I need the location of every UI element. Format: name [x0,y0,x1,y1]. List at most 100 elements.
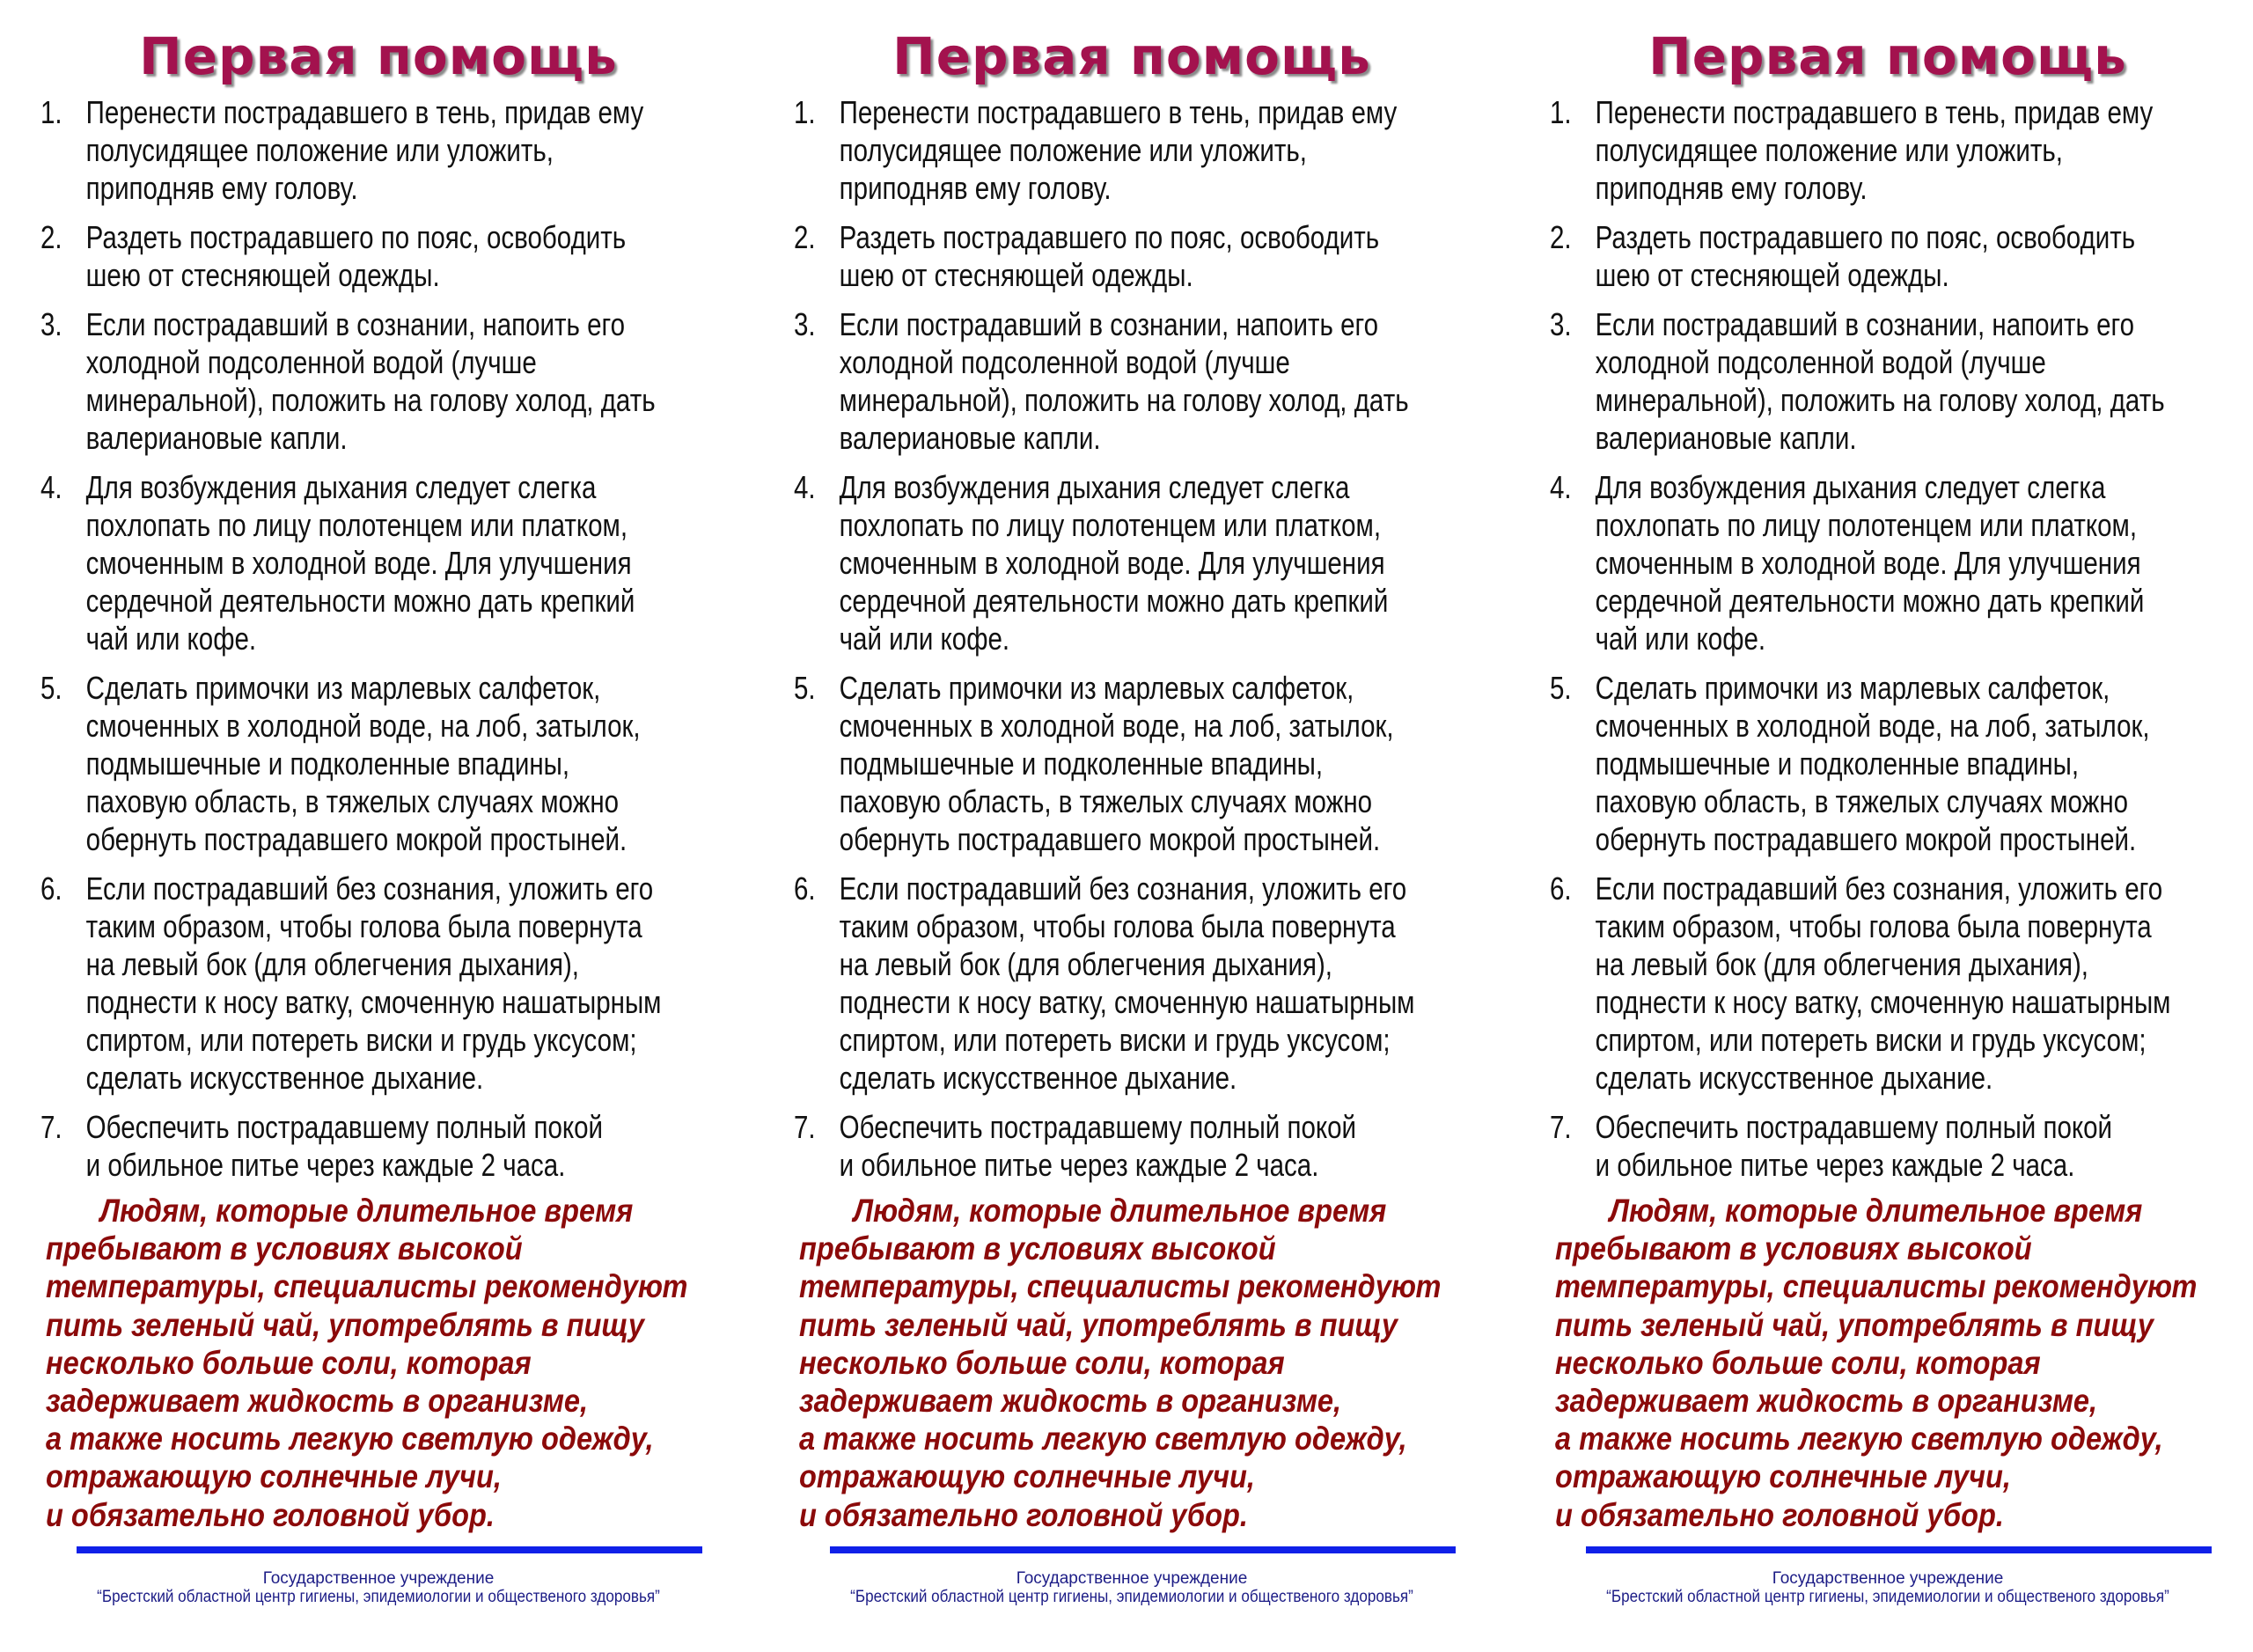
note-line: несколько больше соли, которая [1555,1344,2041,1381]
item-text-line: смоченным в холодной воде. Для улучшения [1595,545,2141,581]
first-aid-list: 1. Перенести пострадавшего в тень, придав… [794,93,1443,1195]
item-number: 7. [1550,1109,1572,1145]
item-number: 3. [794,306,816,342]
item-text-line: чай или кофе. [1595,620,1766,657]
item-number: 6. [40,870,62,907]
item-number: 1. [1550,94,1572,130]
item-text-line: чай или кофе. [839,620,1010,657]
list-item: 6. Если пострадавший без сознания, уложит… [1550,870,2199,1097]
item-number: 4. [1550,469,1572,505]
note-line: Людям, которые длительное время [853,1193,1387,1229]
note-line: отражающую солнечные лучи, [46,1458,502,1495]
recommendation-note: Людям, которые длительное время пребывают… [1555,1192,2252,1534]
list-item: 3. Если пострадавший в сознании, напоить … [794,305,1443,457]
item-text-line: и обильное питье через каждые 2 часа. [1595,1147,2075,1183]
item-number: 6. [794,870,816,907]
note-line: и обязательно головной убор. [46,1496,495,1533]
item-text-line: смоченных в холодной воде, на лоб, затыл… [839,708,1394,744]
item-number: 2. [40,219,62,255]
footer-line-1: Государственное учреждение [1772,1569,2004,1588]
footer-organization: Государственное учреждение “Брестский обл… [1509,1569,2253,1606]
item-number: 5. [40,670,62,706]
item-number: 7. [40,1109,62,1145]
list-item: 5. Сделать примочки из марлевых салфеток,… [1550,669,2199,858]
item-text-line: спиртом, или потереть виски и грудь уксу… [839,1022,1391,1058]
note-line: и обязательно головной убор. [799,1496,1248,1533]
item-number: 6. [1550,870,1572,907]
item-text-line: и обильное питье через каждые 2 часа. [85,1147,566,1183]
item-text-line: поднести к носу ватку, смоченную нашатыр… [1595,984,2171,1020]
leaflet-column-3: Первая помощь 1. Перенести пострадавшего в… [1509,0,2253,1652]
item-text-line: паховую область, в тяжелых случаях можно [85,783,620,819]
list-item: 3. Если пострадавший в сознании, напоить … [40,305,690,457]
item-text-line: сердечной деятельности можно дать крепки… [85,583,635,619]
note-line: пребывают в условиях высокой [46,1230,523,1267]
item-text-line: Для возбуждения дыхания следует слегка [85,469,597,505]
item-text-line: паховую область, в тяжелых случаях можно [839,783,1373,819]
note-line: Людям, которые длительное время [99,1193,634,1229]
note-line: пить зеленый чай, употреблять в пищу [46,1306,644,1343]
item-text-line: на левый бок (для облегчения дыхания), [1595,946,2089,982]
item-text-line: полусидящее положение или уложить, [839,132,1307,168]
item-text-line: Обеспечить пострадавшему полный покой [85,1109,604,1145]
item-text-line: шею от стесняющей одежды. [85,257,440,293]
page-title: Первая помощь [139,26,618,86]
blue-divider [830,1546,1456,1553]
note-line: а также носить легкую светлую одежду, [799,1421,1407,1457]
item-text-line: спиртом, или потереть виски и грудь уксу… [1595,1022,2147,1058]
note-line: задерживает жидкость в организме, [1555,1383,2098,1420]
first-aid-list: 1. Перенести пострадавшего в тень, придав… [40,93,690,1195]
item-text-line: Если пострадавший без сознания, уложить … [1595,870,2163,907]
recommendation-note: Людям, которые длительное время пребывают… [799,1192,1496,1534]
list-item: 4. Для возбуждения дыхания следует слегка… [40,468,690,657]
page-title: Первая помощь [892,26,1371,86]
item-text-line: Для возбуждения дыхания следует слегка [1595,469,2106,505]
item-text-line: шею от стесняющей одежды. [839,257,1193,293]
item-text-line: подмышечные и подколенные впадины, [85,745,570,782]
item-number: 2. [1550,219,1572,255]
item-text-line: минеральной), положить на голову холод, … [839,382,1409,418]
item-text-line: Сделать примочки из марлевых салфеток, [85,670,601,706]
footer-organization: Государственное учреждение “Брестский обл… [0,1569,757,1606]
leaflet-column-1: Первая помощь 1. Перенести пострадавшего в… [0,0,748,1652]
item-text-line: смоченных в холодной воде, на лоб, затыл… [1595,708,2150,744]
item-text-line: обернуть пострадавшего мокрой простыней. [1595,821,2137,857]
item-text-line: похлопать по лицу полотенцем или платком… [85,507,628,543]
list-item: 7. Обеспечить пострадавшему полный покой и… [794,1108,1443,1184]
note-line: а также носить легкую светлую одежду, [1555,1421,2163,1457]
item-text-line: Раздеть пострадавшего по пояс, освободит… [1595,219,2136,255]
list-item: 4. Для возбуждения дыхания следует слегка… [1550,468,2199,657]
footer-line-2: “Брестский областной центр гигиены, эпид… [850,1588,1413,1606]
footer-line-1: Государственное учреждение [262,1569,495,1588]
item-text-line: шею от стесняющей одежды. [1595,257,1949,293]
item-text-line: валериановые капли. [839,420,1101,456]
item-text-line: сделать искусственное дыхание. [839,1060,1237,1096]
recommendation-note: Людям, которые длительное время пребывают… [46,1192,743,1534]
item-text-line: Если пострадавший в сознании, напоить ег… [1595,306,2135,342]
item-text-line: сделать искусственное дыхание. [85,1060,484,1096]
list-item: 2. Раздеть пострадавшего по пояс, освобод… [40,218,690,294]
item-text-line: чай или кофе. [85,620,257,657]
item-number: 5. [794,670,816,706]
item-text-line: Сделать примочки из марлевых салфеток, [839,670,1354,706]
item-text-line: похлопать по лицу полотенцем или платком… [839,507,1382,543]
leaflet-column-2: Первая помощь 1. Перенести пострадавшего в… [753,0,1501,1652]
item-text-line: на левый бок (для облегчения дыхания), [85,946,580,982]
item-text-line: валериановые капли. [1595,420,1857,456]
note-line: температуры, специалисты рекомендуют [46,1268,688,1305]
note-line: отражающую солнечные лучи, [1555,1458,2011,1495]
item-text-line: Обеспечить пострадавшему полный покой [1595,1109,2113,1145]
list-item: 1. Перенести пострадавшего в тень, придав… [794,93,1443,207]
item-text-line: и обильное питье через каждые 2 часа. [839,1147,1319,1183]
item-text-line: приподняв ему голову. [839,170,1112,206]
footer-organization: Государственное учреждение “Брестский обл… [753,1569,1510,1606]
item-text-line: Раздеть пострадавшего по пояс, освободит… [85,219,627,255]
item-number: 3. [40,306,62,342]
footer-line-1: Государственное учреждение [1016,1569,1248,1588]
list-item: 3. Если пострадавший в сознании, напоить … [1550,305,2199,457]
item-number: 1. [794,94,816,130]
item-text-line: Перенести пострадавшего в тень, придав е… [85,94,644,130]
item-number: 4. [794,469,816,505]
item-text-line: поднести к носу ватку, смоченную нашатыр… [85,984,662,1020]
list-item: 5. Сделать примочки из марлевых салфеток,… [794,669,1443,858]
